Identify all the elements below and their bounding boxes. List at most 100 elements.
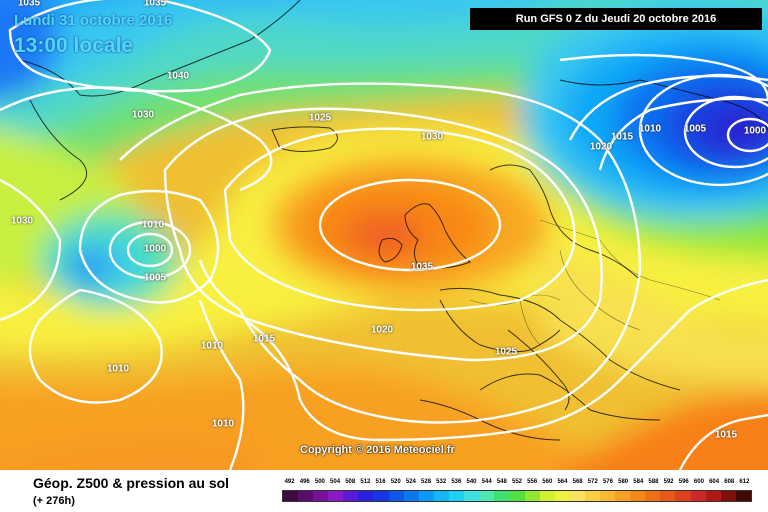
isobar-label: 1005 [143, 272, 167, 284]
scale-swatch [373, 491, 389, 501]
isobar-1010-low [78, 189, 220, 304]
scale-tick-label: 508 [345, 479, 356, 485]
scale-tick-label: 524 [405, 479, 416, 485]
scale-tick-label: 548 [496, 479, 507, 485]
map-canvas [0, 0, 768, 470]
isobar-label: 1040 [166, 70, 190, 82]
isobar-label: 1010 [211, 418, 235, 430]
isobar-1015-se [678, 413, 768, 470]
isobar-1005 [108, 220, 192, 280]
scale-tick-label: 552 [511, 479, 523, 485]
field-title: Géop. Z500 & pression au sol [33, 475, 230, 491]
isobar-label: 1010 [200, 340, 224, 352]
scale-tick-label: 496 [299, 479, 310, 485]
scale-swatch [358, 491, 374, 501]
scale-tick-label: 540 [466, 479, 477, 485]
scale-swatch [569, 491, 585, 501]
isobar-1015 [244, 278, 768, 442]
scale-tick-label: 604 [709, 479, 720, 485]
scale-swatch [615, 491, 631, 501]
geopotential-field [0, 0, 768, 470]
isobar-label: 1020 [370, 324, 394, 336]
weather-map[interactable]: Lundi 31 octobre 2016 13:00 locale Run G… [0, 0, 768, 470]
scale-tick-label: 516 [375, 479, 386, 485]
isobar-1035 [318, 178, 502, 272]
isobar-label: 1005 [683, 123, 707, 135]
scale-tick-label: 572 [587, 479, 598, 485]
scale-tick-label: 564 [557, 479, 568, 485]
isobar-label: 1000 [143, 243, 167, 255]
scale-tick-label: 528 [421, 479, 432, 485]
scale-swatch [479, 491, 495, 501]
isobar-1015-ne [598, 97, 768, 171]
scale-tick-label: 568 [572, 479, 583, 485]
isobar-1000 [126, 232, 174, 268]
copyright-notice: Copyright © 2016 Meteociel.fr [300, 444, 455, 456]
isobar-label: 1010 [106, 363, 130, 375]
model-run-label: Run GFS 0 Z du Jeudi 20 octobre 2016 [470, 8, 762, 30]
scale-tick-label: 492 [284, 479, 295, 485]
scale-tick-label: 600 [693, 479, 704, 485]
scale-tick-label: 536 [451, 479, 462, 485]
scale-tick-label: 588 [648, 479, 659, 485]
isobar-1030-north [0, 86, 273, 192]
scale-swatch [343, 491, 359, 501]
scale-swatch [449, 491, 465, 501]
scale-tick-label: 584 [633, 479, 644, 485]
isobar-1030 [223, 127, 576, 312]
scale-swatch [494, 491, 510, 501]
scale-tick-label: 596 [678, 479, 689, 485]
scale-tick-label: 608 [724, 479, 735, 485]
isobar-label: 1030 [10, 215, 34, 227]
scale-tick-label: 592 [663, 479, 674, 485]
scale-tick-label: 512 [360, 479, 371, 485]
isobar-label: 1010 [638, 123, 662, 135]
forecast-local-time: 13:00 locale [14, 34, 134, 57]
isobar-label: 1025 [308, 112, 332, 124]
scale-tick-label: 580 [618, 479, 629, 485]
scale-swatch [539, 491, 555, 501]
isobar-1025 [163, 107, 603, 362]
scale-swatch [630, 491, 646, 501]
scale-swatch [720, 491, 736, 501]
scale-tick-label: 504 [330, 479, 341, 485]
scale-swatch [524, 491, 540, 501]
scale-swatch [554, 491, 570, 501]
isobar-1000-ne [726, 117, 768, 153]
scale-tick-label: 500 [314, 479, 325, 485]
scale-tick-label: 576 [602, 479, 613, 485]
forecast-hours: (+ 276h) [33, 495, 75, 507]
scale-swatch [735, 491, 751, 501]
isobars [0, 0, 768, 470]
isobar-1010-south [198, 299, 245, 470]
scale-tick-label: 532 [436, 479, 447, 485]
scale-tick-label: 560 [542, 479, 553, 485]
scale-swatch [433, 491, 450, 501]
scale-swatch [313, 491, 329, 501]
scale-swatch [298, 491, 314, 501]
legend-footer: Géop. Z500 & pression au sol (+ 276h) 49… [0, 470, 768, 512]
scale-swatch [403, 491, 419, 501]
isobar-1010-west [28, 288, 163, 404]
scale-tick-label: 520 [390, 479, 401, 485]
scale-swatch [705, 491, 721, 501]
isobar-1005-ne [683, 95, 768, 169]
scale-swatch [328, 491, 344, 501]
isobar-1030-west [0, 178, 62, 322]
scale-swatch [645, 491, 661, 501]
scale-swatch [599, 491, 616, 501]
color-scale-bar [282, 490, 752, 502]
scale-swatch [675, 491, 691, 501]
isobar-label: 1015 [714, 429, 738, 441]
color-scale-labels: 492 496 500 504 508 512 516 520 524 528 532 536 540 5… [282, 479, 752, 489]
isobar-label: 1015 [610, 131, 634, 143]
isobar-label: 1025 [494, 346, 518, 358]
scale-tick-label: 556 [527, 479, 538, 485]
isobar-label: 1015 [252, 333, 276, 345]
isobar-label: 1010 [141, 219, 165, 231]
scale-swatch [690, 491, 706, 501]
scale-swatch [584, 491, 600, 501]
isobar-1040 [8, 0, 272, 93]
isobar-label: 1035 [17, 0, 41, 9]
forecast-date: Lundi 31 octobre 2016 [14, 12, 173, 29]
